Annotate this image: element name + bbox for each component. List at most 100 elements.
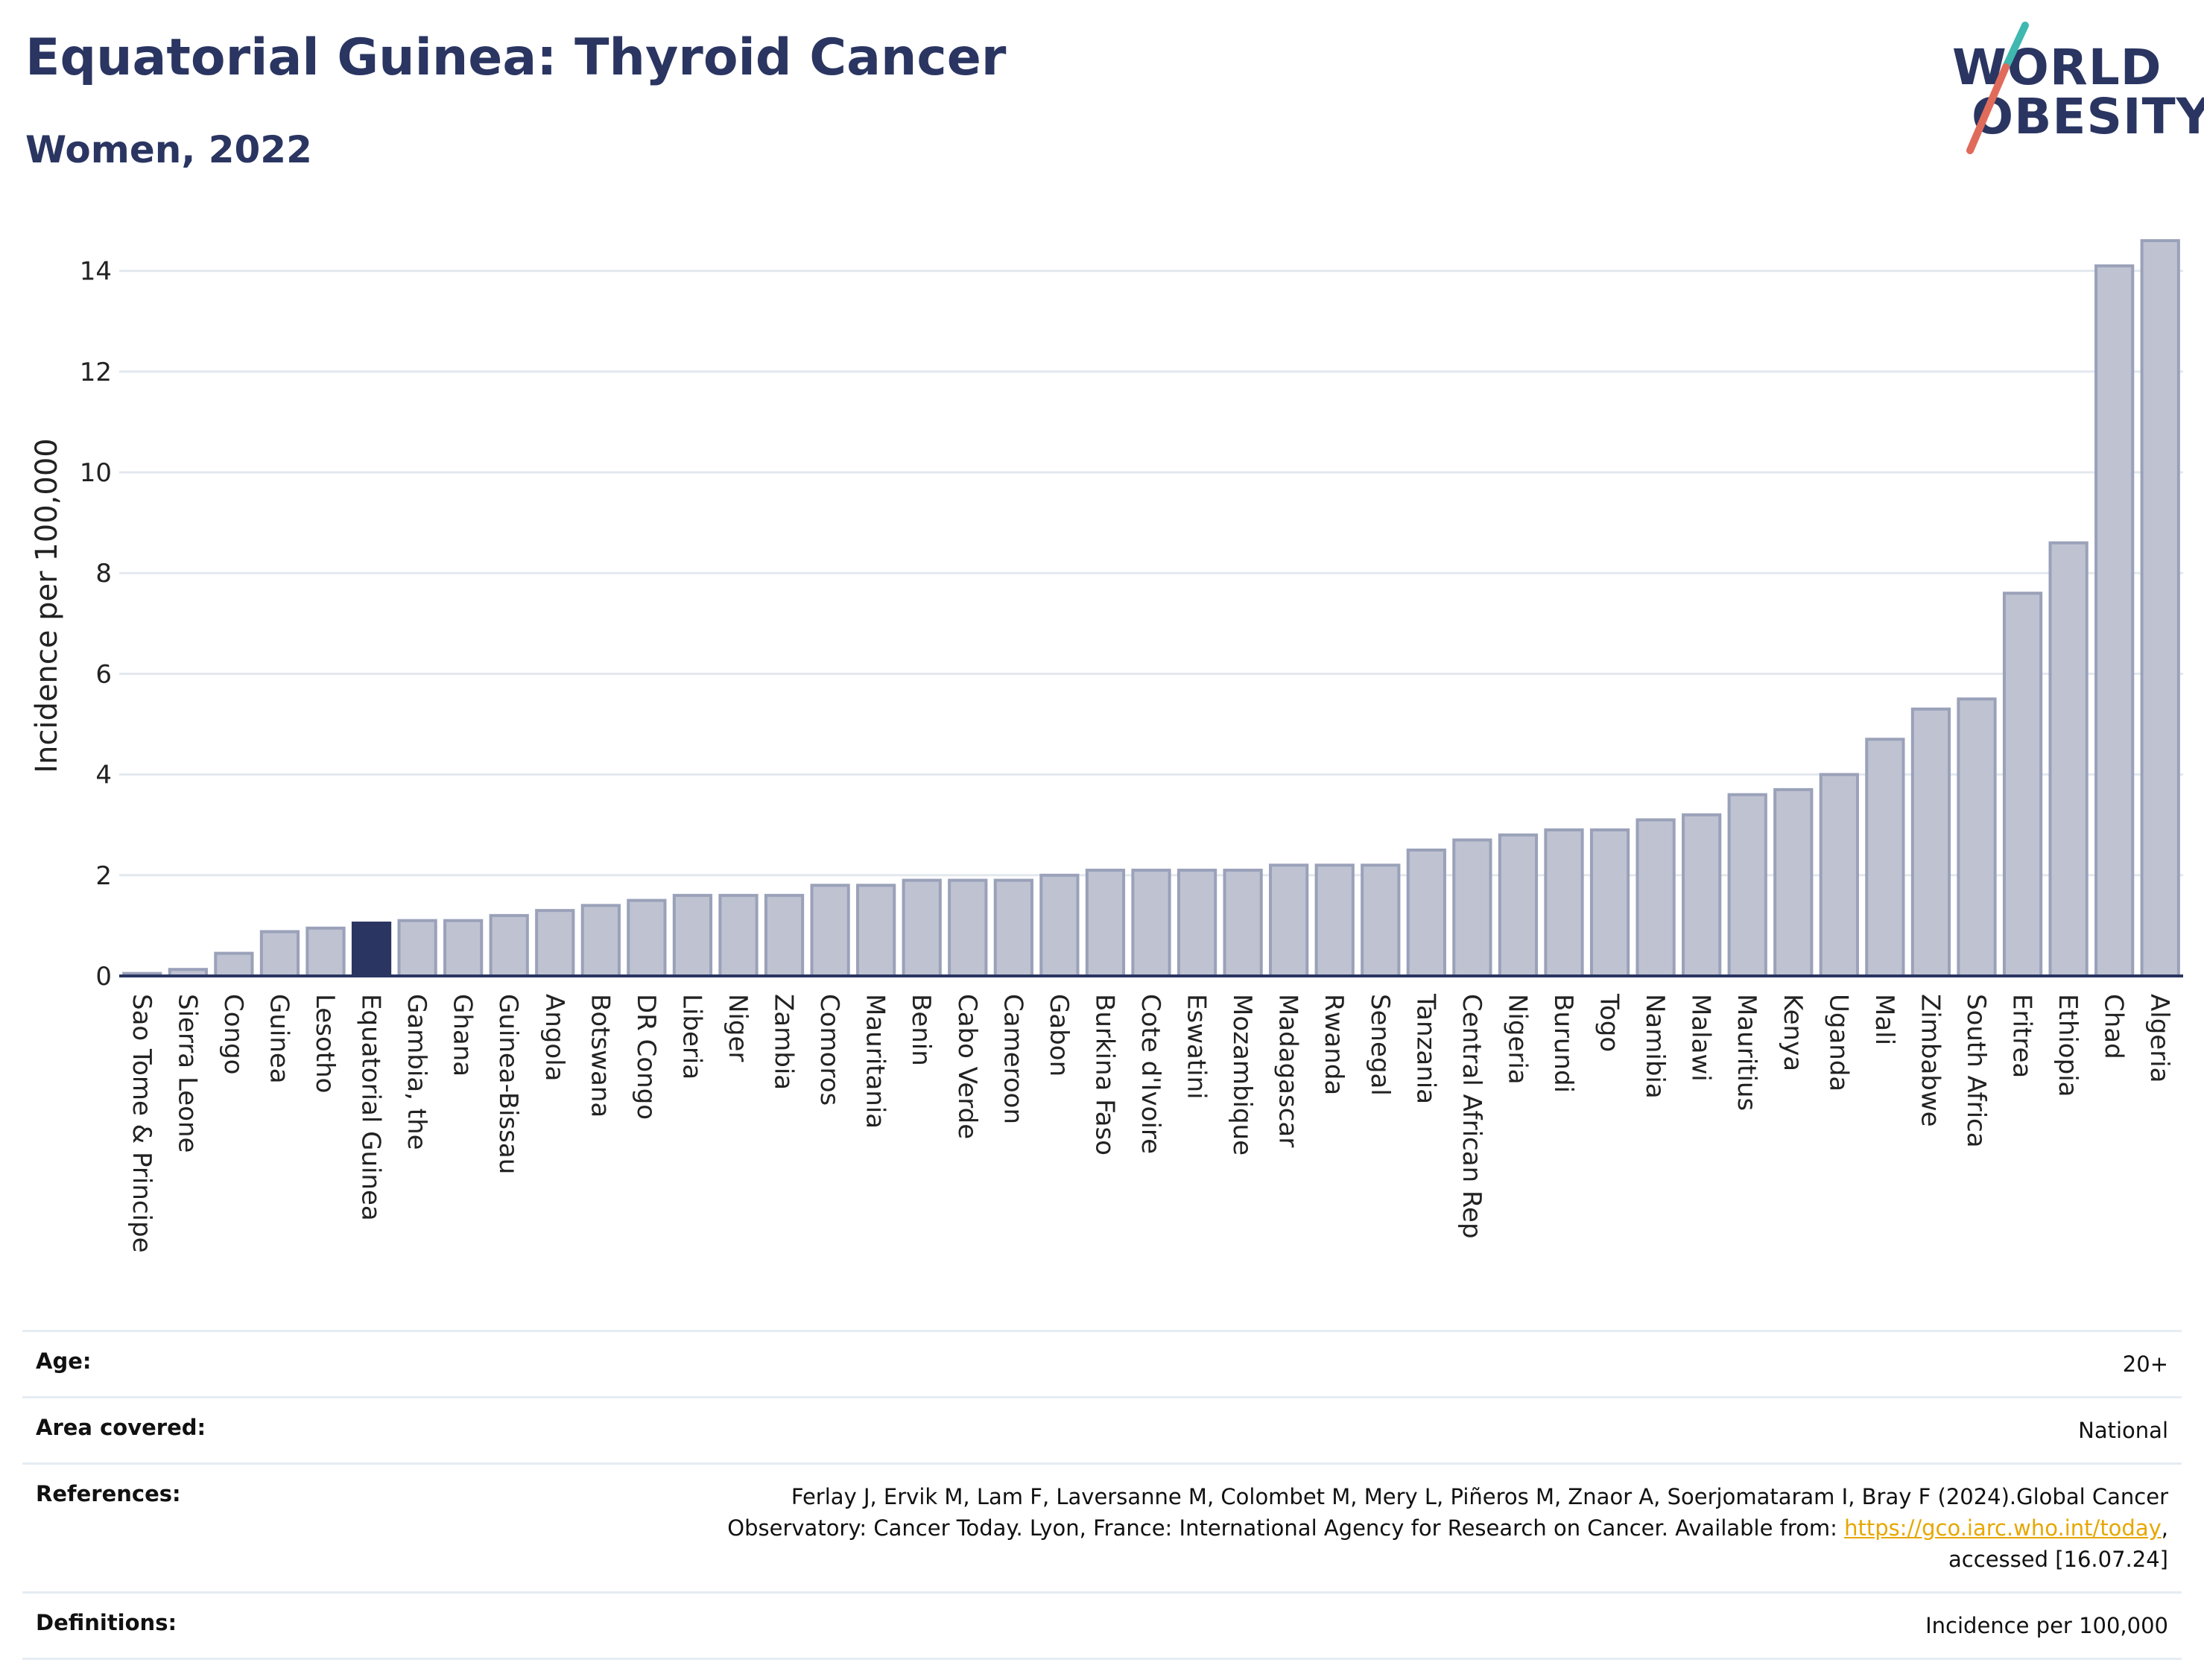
x-tick-label: Kenya (1778, 994, 1808, 1071)
bar (1406, 849, 1446, 977)
bar (259, 930, 300, 978)
bar (443, 919, 484, 978)
bar (1223, 869, 1263, 977)
x-tick-label: Gabon (1044, 994, 1074, 1077)
bar (2094, 264, 2135, 977)
x-tick-label: Namibia (1640, 994, 1670, 1099)
bar (764, 893, 805, 978)
chart-subtitle: Women, 2022 (25, 128, 312, 171)
world-obesity-logo: WORLD OBESITY (1937, 15, 2204, 164)
y-tick-label: 10 (80, 458, 112, 488)
definitions-label: Definitions: (36, 1610, 177, 1636)
x-tick-label: Central African Rep (1457, 994, 1486, 1239)
references-text-1: Ferlay J, Ervik M, Lam F, Laversanne M, … (791, 1484, 2168, 1510)
x-tick-label: Cameroon (998, 994, 1027, 1124)
bar (397, 919, 437, 978)
y-tick-label: 2 (95, 861, 112, 891)
x-tick-label: Cote d'Ivoire (1136, 994, 1165, 1154)
definitions-value: Incidence per 100,000 (1925, 1613, 2168, 1639)
bar (1269, 863, 1309, 978)
x-tick-label: Malawi (1686, 994, 1716, 1082)
metadata-table: Age: 20+ Area covered: National Referenc… (22, 1330, 2182, 1661)
x-tick-label: Tanzania (1410, 993, 1440, 1104)
x-tick-label: Comoros (814, 994, 844, 1106)
bar (627, 898, 667, 977)
x-tick-label: Burundi (1548, 994, 1578, 1093)
x-tick-label: Chad (2099, 994, 2129, 1059)
bar (1498, 833, 1539, 977)
x-tick-label: Liberia (677, 994, 706, 1080)
x-tick-label: Equatorial Guinea (356, 994, 386, 1221)
x-tick-label: Senegal (1365, 994, 1395, 1096)
bar (1635, 818, 1676, 977)
x-tick-label: Mozambique (1227, 994, 1257, 1156)
meta-row-references: References: Ferlay J, Ervik M, Lam F, La… (22, 1462, 2182, 1591)
bar (1589, 828, 1630, 978)
references-value: Ferlay J, Ervik M, Lam F, Laversanne M, … (727, 1481, 2168, 1575)
meta-row-age: Age: 20+ (22, 1330, 2182, 1396)
bar (810, 884, 850, 978)
bar (1819, 773, 1859, 977)
x-tick-label: Ethiopia (2053, 994, 2083, 1097)
y-tick-label: 8 (95, 559, 112, 589)
x-tick-label: Eswatini (1182, 994, 1212, 1100)
bar (1452, 838, 1492, 977)
bar (305, 926, 346, 978)
bar (2140, 239, 2180, 978)
bar (1544, 828, 1584, 978)
x-tick-label: Rwanda (1319, 994, 1349, 1095)
y-axis-label: Incidence per 100,000 (30, 438, 64, 773)
y-tick-label: 14 (80, 257, 112, 287)
x-tick-label: Mauritius (1732, 994, 1761, 1111)
y-tick-label: 6 (95, 659, 112, 689)
x-tick-label: Madagascar (1273, 994, 1303, 1147)
x-tick-label: Mauritania (861, 994, 890, 1129)
bar (1039, 873, 1080, 977)
references-text-4: accessed [16.07.24] (1948, 1547, 2168, 1573)
references-label: References: (36, 1481, 181, 1507)
x-tick-label: Guinea-Bissau (493, 994, 523, 1174)
x-tick-label: Nigeria (1502, 994, 1532, 1085)
bar (1177, 869, 1217, 977)
bar (535, 909, 575, 977)
meta-row-area: Area covered: National (22, 1396, 2182, 1462)
x-tick-label: Sao Tome & Principe (127, 994, 156, 1253)
bar (718, 893, 759, 978)
x-tick-label: Uganda (1823, 994, 1853, 1091)
x-tick-label: Mali (1869, 994, 1899, 1045)
bar (351, 922, 392, 978)
bar (856, 884, 896, 978)
area-value: National (2078, 1418, 2168, 1444)
x-tick-label: Eritrea (2007, 994, 2037, 1078)
bar (1085, 869, 1126, 977)
bar-chart: 0 2 4 6 8 10 12 14 Incidence per 100,000 Sao Tome… (30, 239, 2183, 1253)
age-label: Age: (36, 1348, 92, 1374)
x-tick-label: Lesotho (310, 994, 340, 1093)
meta-row-definitions: Definitions: Incidence per 100,000 (22, 1591, 2182, 1661)
bar (2048, 541, 2089, 977)
x-tick-label: Togo (1595, 993, 1624, 1052)
x-tick-label: Algeria (2144, 994, 2174, 1083)
references-text-3: , (2161, 1515, 2168, 1541)
age-value: 20+ (2122, 1351, 2168, 1377)
bar (489, 913, 529, 978)
bar (672, 893, 713, 978)
bar (1727, 793, 1767, 978)
x-tick-label: Ghana (448, 994, 478, 1077)
x-tick-label: Gambia, the (402, 994, 431, 1150)
bar (214, 951, 254, 977)
x-tick-label: South Africa (1961, 994, 1991, 1148)
x-tick-label: Guinea (264, 994, 294, 1084)
bar (1314, 863, 1355, 978)
x-tick-label: Niger (723, 994, 753, 1062)
x-tick-label: Cabo Verde (952, 994, 982, 1139)
x-tick-label: Burkina Faso (1089, 994, 1119, 1156)
x-tick-label: Benin (906, 994, 936, 1066)
y-tick-label: 0 (95, 962, 112, 992)
bar (1957, 697, 1997, 977)
references-link[interactable]: https://gco.iarc.who.int/today (1844, 1515, 2162, 1541)
area-label: Area covered: (36, 1415, 206, 1441)
bar (902, 878, 942, 977)
y-tick-label: 4 (95, 761, 112, 790)
bar (1773, 787, 1814, 977)
